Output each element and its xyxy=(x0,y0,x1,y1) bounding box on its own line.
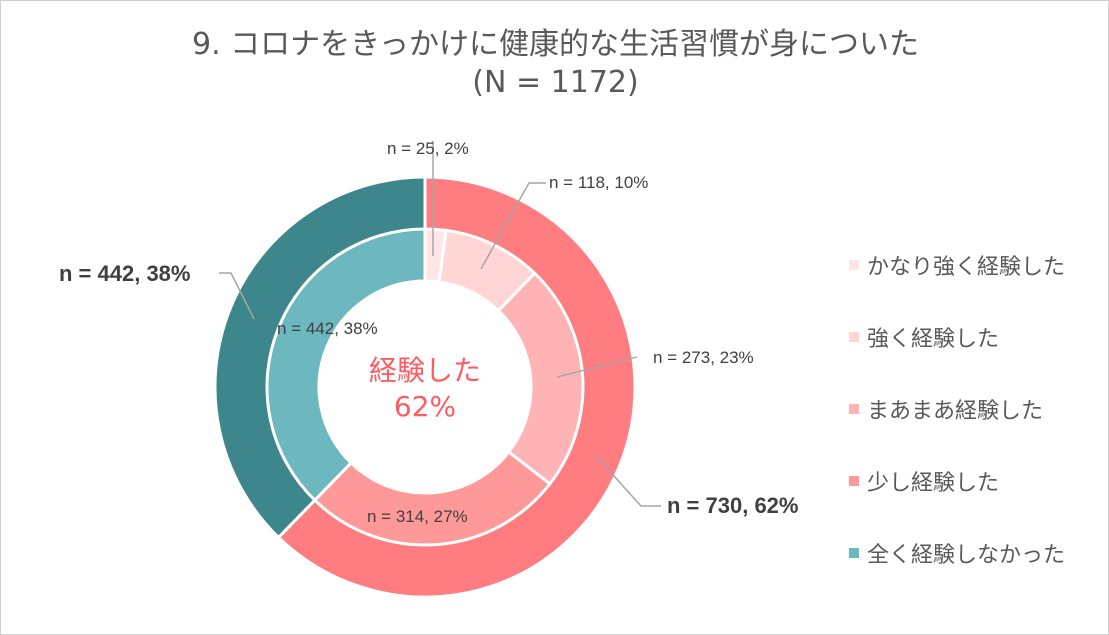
legend-label: 強く経験した xyxy=(867,327,1000,352)
legend-label: 全く経験しなかった xyxy=(867,543,1066,568)
leader-line xyxy=(595,455,661,507)
legend-swatch xyxy=(849,548,859,558)
leader-line xyxy=(219,272,255,320)
data-label: n = 273, 23% xyxy=(653,348,754,367)
data-label: n = 442, 38% xyxy=(59,261,191,286)
inner-slice xyxy=(312,449,552,547)
chart-subtitle: (N = 1172) xyxy=(472,65,639,100)
legend-label: 少し経験した xyxy=(867,471,1000,496)
legend-item: かなり強く経験した xyxy=(849,229,1065,301)
legend-label: かなり強く経験した xyxy=(867,255,1066,280)
leader-line xyxy=(556,356,638,378)
chart-title: 9. コロナをきっかけに健康的な生活習慣が身についた xyxy=(192,27,919,62)
legend-item: まあまあ経験した xyxy=(849,373,1065,445)
center-label: 経験した 62% xyxy=(345,353,505,425)
data-label: n = 25, 2% xyxy=(387,139,469,158)
center-label-text: 経験した xyxy=(368,354,481,387)
legend-swatch xyxy=(849,476,859,486)
data-label: n = 314, 27% xyxy=(367,507,468,526)
inner-slice xyxy=(265,227,427,503)
leader-line xyxy=(480,182,546,270)
legend-swatch xyxy=(849,260,859,270)
legend: かなり強く経験した 強く経験した まあまあ経験した 少し経験した 全く経験しなか… xyxy=(849,229,1065,589)
data-label: n = 730, 62% xyxy=(667,493,799,518)
data-label: n = 118, 10% xyxy=(549,173,649,192)
legend-item: 全く経験しなかった xyxy=(849,517,1065,589)
legend-swatch xyxy=(849,332,859,342)
legend-label: まあまあ経験した xyxy=(867,399,1044,424)
legend-swatch xyxy=(849,404,859,414)
legend-item: 少し経験した xyxy=(849,445,1065,517)
data-label: n = 442, 38% xyxy=(277,319,378,338)
legend-item: 強く経験した xyxy=(849,301,1065,373)
center-label-value: 62% xyxy=(393,390,457,423)
